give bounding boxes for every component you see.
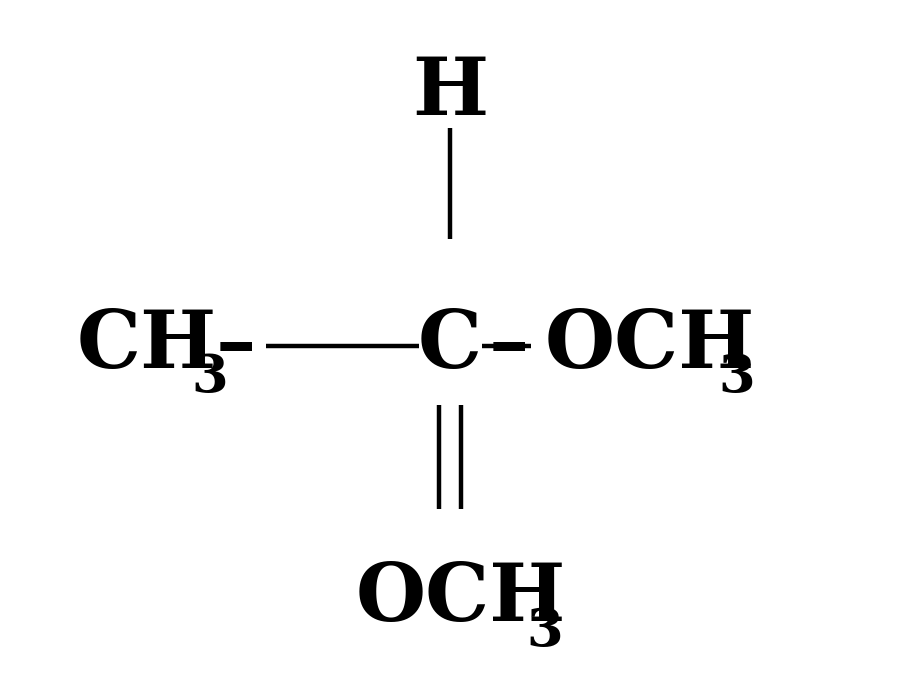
Text: CH: CH [76,307,217,385]
Text: C: C [418,307,482,385]
Text: 3: 3 [192,352,229,403]
Text: 3: 3 [526,606,563,657]
Text: OCH: OCH [544,307,755,385]
Text: –: – [216,307,256,385]
Text: 3: 3 [718,352,755,403]
Text: –: – [489,307,528,385]
Text: OCH: OCH [356,560,566,637]
Text: H: H [412,55,488,132]
